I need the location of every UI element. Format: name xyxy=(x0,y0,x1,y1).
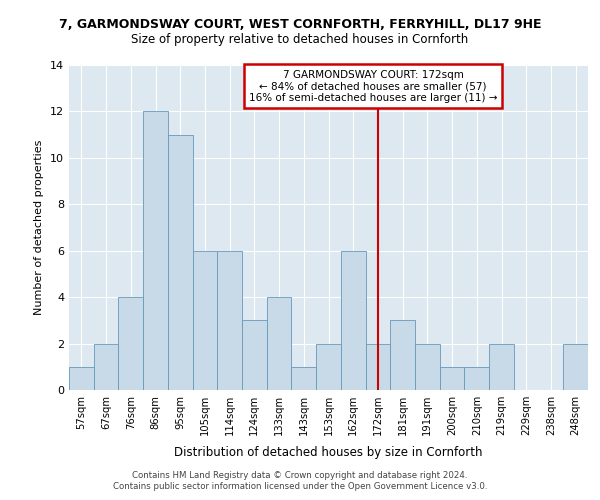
Bar xyxy=(143,112,168,390)
Bar xyxy=(292,367,316,390)
Text: 7 GARMONDSWAY COURT: 172sqm
← 84% of detached houses are smaller (57)
16% of sem: 7 GARMONDSWAY COURT: 172sqm ← 84% of det… xyxy=(249,70,497,103)
Bar xyxy=(168,134,193,390)
Bar xyxy=(118,297,143,390)
Bar xyxy=(193,250,217,390)
Bar xyxy=(217,250,242,390)
Bar xyxy=(242,320,267,390)
Bar xyxy=(464,367,489,390)
Bar xyxy=(563,344,588,390)
Text: Contains HM Land Registry data © Crown copyright and database right 2024.: Contains HM Land Registry data © Crown c… xyxy=(132,471,468,480)
X-axis label: Distribution of detached houses by size in Cornforth: Distribution of detached houses by size … xyxy=(174,446,483,460)
Bar xyxy=(440,367,464,390)
Bar xyxy=(94,344,118,390)
Bar xyxy=(415,344,440,390)
Bar xyxy=(390,320,415,390)
Bar xyxy=(267,297,292,390)
Y-axis label: Number of detached properties: Number of detached properties xyxy=(34,140,44,315)
Text: Size of property relative to detached houses in Cornforth: Size of property relative to detached ho… xyxy=(131,32,469,46)
Text: 7, GARMONDSWAY COURT, WEST CORNFORTH, FERRYHILL, DL17 9HE: 7, GARMONDSWAY COURT, WEST CORNFORTH, FE… xyxy=(59,18,541,30)
Bar xyxy=(365,344,390,390)
Bar xyxy=(69,367,94,390)
Bar xyxy=(316,344,341,390)
Bar xyxy=(341,250,365,390)
Bar xyxy=(489,344,514,390)
Text: Contains public sector information licensed under the Open Government Licence v3: Contains public sector information licen… xyxy=(113,482,487,491)
